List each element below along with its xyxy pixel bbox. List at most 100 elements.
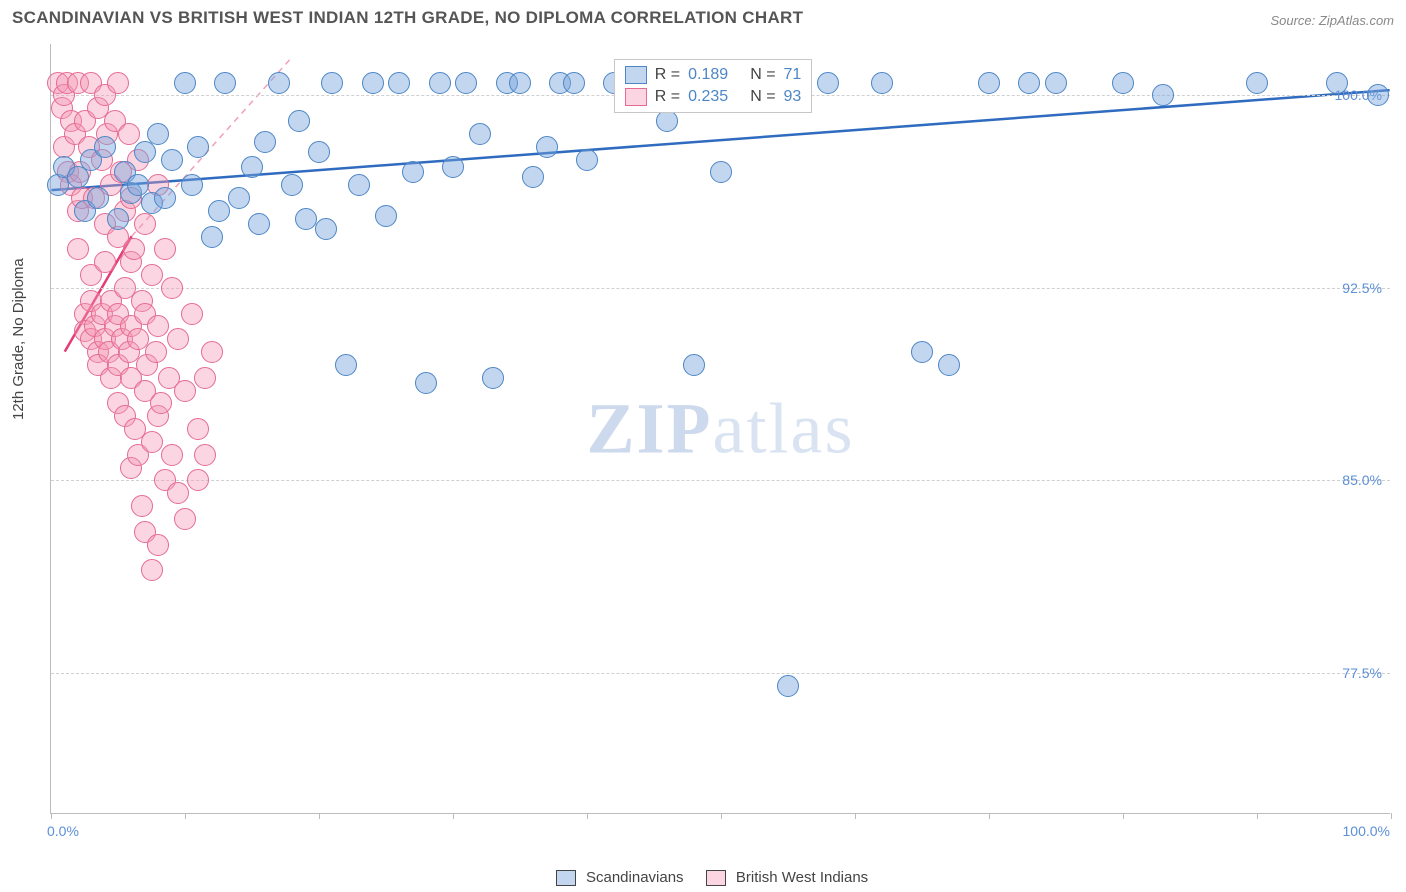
legend-swatch-blue [625,66,647,84]
legend-N-value-blue: 71 [784,66,802,84]
data-point-blue [248,213,270,235]
data-point-blue [563,72,585,94]
x-tick-mark [185,813,186,819]
data-point-pink [123,238,145,260]
x-tick-mark [989,813,990,819]
data-point-pink [167,482,189,504]
x-tick-mark [319,813,320,819]
gridline-h [51,673,1390,674]
data-point-pink [67,238,89,260]
bottom-legend: Scandinavians British West Indians [0,869,1406,886]
data-point-blue [1112,72,1134,94]
y-tick-label: 85.0% [1342,472,1382,488]
data-point-pink [181,303,203,325]
data-point-blue [214,72,236,94]
data-point-blue [288,110,310,132]
legend-swatch-blue [556,870,576,886]
data-point-pink [187,418,209,440]
correlation-legend: R = 0.189 N = 71 R = 0.235 N = 93 [614,59,813,113]
x-tick-mark [1123,813,1124,819]
watermark: ZIPatlas [587,387,855,470]
x-tick-mark [1391,813,1392,819]
data-point-blue [1018,72,1040,94]
data-point-blue [522,166,544,188]
data-point-blue [375,205,397,227]
data-point-blue [134,141,156,163]
data-point-blue [1045,72,1067,94]
data-point-blue [174,72,196,94]
data-point-blue [1152,84,1174,106]
data-point-blue [402,161,424,183]
x-corner-right: 100.0% [1343,823,1390,839]
data-point-blue [362,72,384,94]
gridline-h [51,288,1390,289]
data-point-blue [978,72,1000,94]
data-point-blue [536,136,558,158]
data-point-pink [107,72,129,94]
data-point-blue [147,123,169,145]
data-point-pink [141,431,163,453]
data-point-blue [67,166,89,188]
data-point-blue [335,354,357,376]
legend-R-value-blue: 0.189 [688,66,728,84]
data-point-blue [187,136,209,158]
x-tick-mark [587,813,588,819]
legend-N-label: N = [750,66,775,84]
data-point-blue [429,72,451,94]
x-tick-mark [453,813,454,819]
data-point-pink [174,508,196,530]
data-point-blue [710,161,732,183]
data-point-pink [94,251,116,273]
data-point-pink [141,264,163,286]
legend-row-pink: R = 0.235 N = 93 [625,86,802,108]
title-bar: SCANDINAVIAN VS BRITISH WEST INDIAN 12TH… [0,0,1406,32]
data-point-pink [147,534,169,556]
legend-N-label: N = [750,88,775,106]
x-tick-mark [1257,813,1258,819]
watermark-atlas: atlas [713,388,855,468]
data-point-blue [295,208,317,230]
data-point-blue [1367,84,1389,106]
legend-R-value-pink: 0.235 [688,88,728,106]
data-point-blue [683,354,705,376]
legend-label-pink: British West Indians [736,869,868,886]
y-tick-label: 77.5% [1342,665,1382,681]
data-point-blue [94,136,116,158]
data-point-blue [181,174,203,196]
data-point-pink [194,367,216,389]
data-point-blue [308,141,330,163]
legend-R-label: R = [655,88,680,106]
data-point-blue [87,187,109,209]
data-point-blue [348,174,370,196]
data-point-pink [194,444,216,466]
x-corner-left: 0.0% [47,823,79,839]
x-tick-mark [721,813,722,819]
data-point-blue [107,208,129,230]
legend-row-blue: R = 0.189 N = 71 [625,64,802,86]
data-point-blue [482,367,504,389]
data-point-blue [911,341,933,363]
gridline-h [51,480,1390,481]
data-point-blue [455,72,477,94]
data-point-pink [187,469,209,491]
data-point-blue [321,72,343,94]
legend-R-label: R = [655,66,680,84]
watermark-zip: ZIP [587,388,713,468]
data-point-blue [777,675,799,697]
data-point-pink [174,380,196,402]
data-point-pink [150,392,172,414]
data-point-blue [154,187,176,209]
source-label: Source: ZipAtlas.com [1270,13,1394,28]
data-point-blue [1326,72,1348,94]
data-point-blue [1246,72,1268,94]
x-tick-mark [51,813,52,819]
data-point-pink [141,559,163,581]
legend-N-value-pink: 93 [784,88,802,106]
data-point-blue [228,187,250,209]
data-point-blue [254,131,276,153]
data-point-pink [147,315,169,337]
data-point-pink [131,495,153,517]
data-point-blue [938,354,960,376]
data-point-blue [241,156,263,178]
x-tick-mark [855,813,856,819]
